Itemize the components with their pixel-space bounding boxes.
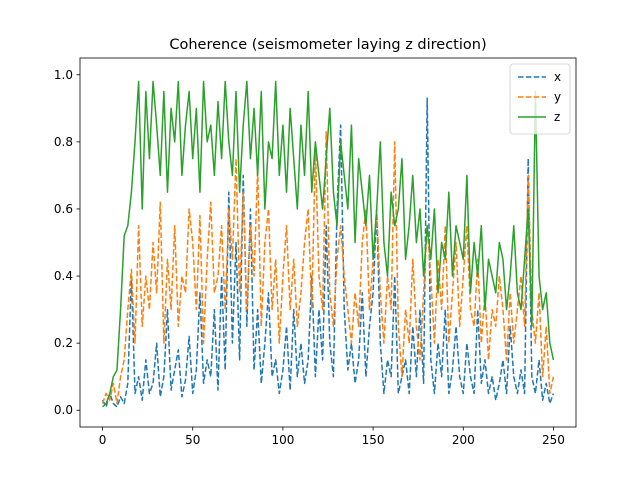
x-tick-label: 200: [452, 433, 475, 447]
legend-label-y: y: [554, 90, 561, 104]
y-tick-label: 0.2: [54, 336, 73, 350]
legend: xyz: [509, 63, 571, 135]
x-tick-label: 150: [362, 433, 385, 447]
y-tick-label: 1.0: [54, 68, 73, 82]
axes-frame: [79, 57, 577, 428]
y-tick-label: 0.6: [54, 202, 73, 216]
legend-label-x: x: [554, 70, 561, 84]
axes-group: 0 50 100 150 200 250 0.0 0.2 0.4 0.6 0.8 1.0: [54, 57, 577, 447]
series-line-x: [101, 97, 555, 408]
y-tick-label: 0.4: [54, 269, 73, 283]
x-tick-label: 100: [271, 433, 294, 447]
x-tick-label: 50: [185, 433, 200, 447]
x-tick-label: 250: [542, 433, 565, 447]
chart-title: Coherence (seismometer laying z directio…: [169, 37, 486, 53]
legend-label-z: z: [554, 110, 560, 124]
x-tick-label: 0: [99, 433, 107, 447]
plot-lines-group: [101, 80, 555, 408]
y-tick-label: 0.0: [54, 403, 73, 417]
y-tick-label: 0.8: [54, 135, 73, 149]
series-line-z: [102, 80, 555, 408]
